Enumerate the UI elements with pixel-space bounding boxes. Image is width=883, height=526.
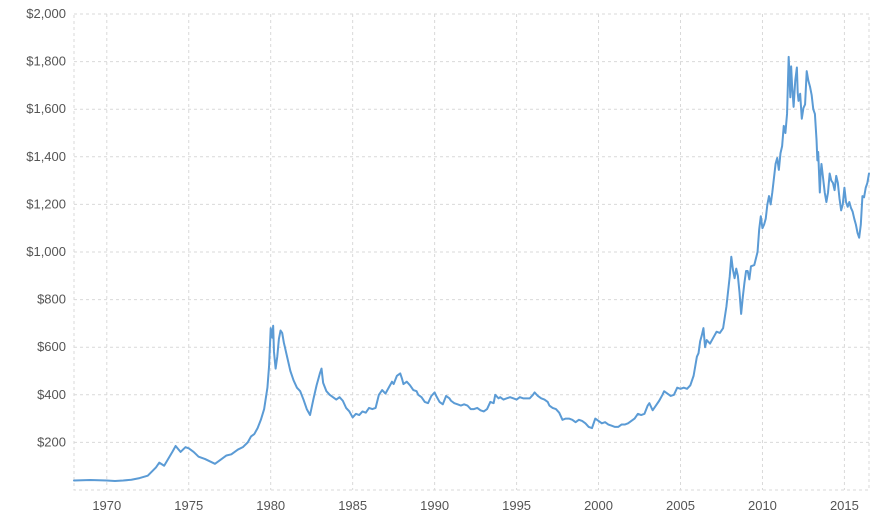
x-axis-label: 1985 bbox=[338, 498, 367, 513]
y-axis-label: $1,800 bbox=[26, 54, 66, 69]
y-axis-label: $2,000 bbox=[26, 6, 66, 21]
y-axis-label: $1,400 bbox=[26, 149, 66, 164]
y-axis-label: $800 bbox=[37, 292, 66, 307]
y-axis-label: $1,000 bbox=[26, 244, 66, 259]
line-chart: $200 $400 $600 $800 $1,000 $1,200 $1,400 $1,600… bbox=[0, 0, 883, 526]
y-axis-label: $1,600 bbox=[26, 101, 66, 116]
x-axis-label: 1995 bbox=[502, 498, 531, 513]
x-axis-label: 2010 bbox=[748, 498, 777, 513]
chart-svg: $200 $400 $600 $800 $1,000 $1,200 $1,400 $1,600… bbox=[0, 0, 883, 526]
x-axis-label: 1990 bbox=[420, 498, 449, 513]
y-axis-label: $400 bbox=[37, 387, 66, 402]
x-axis-label: 2005 bbox=[666, 498, 695, 513]
y-axis-label: $1,200 bbox=[26, 196, 66, 211]
x-axis-label: 2000 bbox=[584, 498, 613, 513]
y-axis-label: $600 bbox=[37, 339, 66, 354]
x-axis-label: 1975 bbox=[174, 498, 203, 513]
x-axis-label: 1970 bbox=[92, 498, 121, 513]
x-axis-label: 2015 bbox=[830, 498, 859, 513]
x-axis-label: 1980 bbox=[256, 498, 285, 513]
y-axis-label: $200 bbox=[37, 434, 66, 449]
